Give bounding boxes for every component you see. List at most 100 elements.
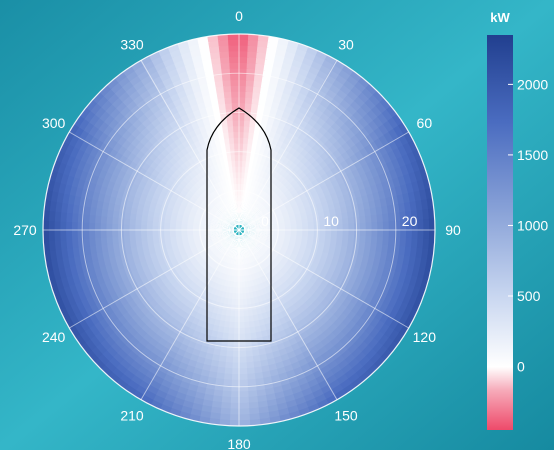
heat-cell [252, 320, 261, 328]
heat-cell [222, 242, 228, 248]
heat-cell [193, 262, 201, 270]
heat-cell [235, 247, 238, 254]
heat-cell [246, 238, 252, 244]
heat-cell [241, 200, 244, 208]
heat-cell [247, 315, 255, 323]
heat-cell [230, 79, 240, 87]
heat-cell [354, 229, 361, 238]
heat-cell [254, 236, 262, 240]
heat-cell [186, 253, 195, 260]
heat-cell [250, 225, 257, 228]
heat-cell [262, 177, 269, 186]
heat-cell [287, 208, 295, 215]
heat-cell [221, 332, 229, 340]
heat-cell [260, 220, 268, 225]
heat-cell [245, 239, 250, 246]
heat-cell [221, 225, 228, 228]
heat-cell [259, 204, 266, 211]
heat-cell [288, 197, 297, 205]
heat-cell [241, 240, 245, 248]
heat-cell [281, 244, 289, 250]
heat-cell [226, 216, 232, 222]
heat-cell [208, 244, 215, 250]
heat-cell [229, 221, 235, 227]
heat-cell [210, 207, 217, 214]
heat-cell [216, 221, 223, 225]
heat-cell [300, 195, 309, 203]
heat-cell [232, 333, 240, 341]
heat-cell [347, 235, 355, 243]
heat-cell [255, 224, 263, 228]
heat-cell [233, 310, 240, 318]
heat-cell [192, 203, 200, 210]
heat-cell [227, 225, 234, 228]
heat-cell [266, 220, 274, 225]
heat-cell [195, 244, 203, 250]
heat-cell [250, 212, 256, 218]
heat-cell [188, 255, 196, 262]
heat-cell [270, 276, 277, 284]
heat-cell [330, 219, 338, 226]
heat-cell [257, 242, 264, 248]
heat-cell [253, 247, 259, 253]
heat-cell [232, 119, 240, 127]
heat-cell [185, 261, 193, 268]
heat-cell [334, 207, 343, 216]
heat-cell [185, 203, 193, 210]
heat-cell [255, 235, 262, 239]
radial-tick-label: 10 [323, 213, 339, 229]
heat-cell [112, 242, 120, 251]
heat-cell [246, 238, 252, 244]
heat-cell [254, 278, 261, 286]
heat-cell [214, 257, 221, 265]
heat-cell [224, 243, 230, 250]
heat-cell [279, 260, 287, 267]
heat-cell [192, 250, 200, 257]
heat-cell [273, 258, 280, 266]
heat-cell [260, 248, 267, 254]
heat-cell [220, 279, 226, 287]
heat-cell [221, 241, 227, 247]
angle-tick-label: 210 [120, 407, 144, 423]
heat-cell [231, 108, 240, 115]
heat-cell [270, 176, 277, 184]
heat-cell [217, 180, 223, 188]
heat-cell [331, 229, 338, 236]
heat-cell [175, 197, 183, 205]
heat-cell [257, 270, 264, 279]
heat-cell [249, 210, 254, 217]
heat-cell [251, 214, 258, 220]
heat-cell [284, 224, 292, 228]
heat-cell [161, 155, 171, 165]
heat-cell [245, 215, 251, 222]
heat-cell [123, 217, 131, 225]
heat-cell [249, 234, 256, 239]
heat-cell [218, 246, 224, 252]
heat-cell [290, 253, 298, 260]
heat-cell [207, 193, 214, 201]
heat-cell [263, 244, 270, 250]
heat-cell [279, 248, 288, 255]
heat-cell [233, 212, 237, 220]
heat-cell [199, 192, 207, 200]
heat-cell [186, 200, 195, 207]
heat-cell [293, 258, 302, 266]
radial-tick-label: 20 [402, 213, 418, 229]
heat-cell [219, 199, 225, 206]
heat-cell [179, 203, 187, 210]
heat-cell [241, 241, 244, 248]
heat-cell [243, 315, 250, 323]
heat-cell [244, 231, 251, 234]
heat-cell [235, 177, 240, 184]
heat-cell [271, 215, 279, 220]
heat-cell [290, 223, 298, 228]
heat-cell [255, 272, 261, 280]
heat-cell [260, 237, 268, 241]
heat-cell [217, 174, 224, 182]
heat-cell [207, 293, 215, 301]
heat-cell [238, 281, 243, 289]
heat-cell [257, 181, 264, 190]
heat-cell [242, 252, 246, 260]
heat-cell [212, 249, 219, 256]
heat-cell [278, 203, 286, 210]
